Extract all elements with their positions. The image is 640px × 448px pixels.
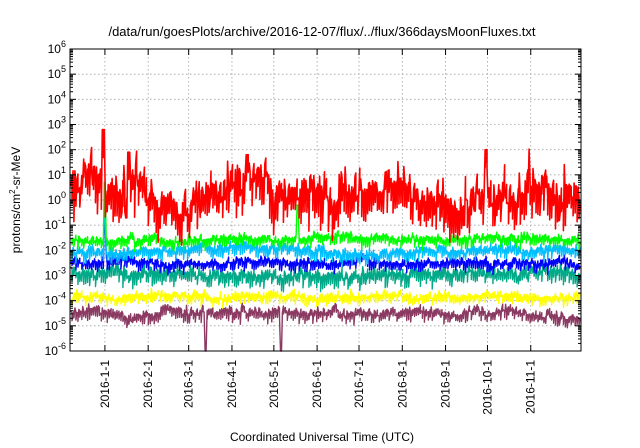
y-tick-label: 103 [48,115,66,132]
x-tick-label: 2016-8-1 [395,360,409,408]
y-tick-label: 10-1 [45,215,66,232]
y-tick-label: 10-2 [45,240,66,257]
y-tick-label: 10-3 [45,266,66,283]
x-tick-label: 2016-5-1 [267,360,281,408]
y-tick-label: 104 [48,89,66,106]
x-tick-label: 2016-3-1 [182,360,196,408]
y-tick-label: 10-4 [45,291,66,308]
y-axis-label-superscript: 2 [8,189,17,194]
x-tick-label: 2016-4-1 [225,360,239,408]
series-line [70,128,581,246]
y-tick-label: 102 [48,140,66,157]
x-axis-label: Coordinated Universal Time (UTC) [230,430,414,444]
series-line [70,261,581,293]
ticks [70,48,581,352]
series-trace [70,181,581,253]
series-trace [70,302,581,352]
y-tick-label: 105 [48,64,66,81]
chart-title: /data/run/goesPlots/archive/2016-12-07/f… [108,24,535,39]
x-tick-label: 2016-10-1 [480,360,494,415]
series-trace [70,219,581,276]
x-tick-label: 2016-6-1 [310,360,324,408]
series-trace [70,261,581,293]
data-series [70,128,581,352]
series-line [70,181,581,253]
y-tick-label: 100 [48,190,66,207]
x-tick-label: 2016-9-1 [439,360,453,408]
y-tick-label: 106 [48,39,66,56]
y-tick-label: 10-6 [45,341,66,358]
series-trace [70,287,581,309]
y-axis-label: protons/cm2-sr-MeV [8,147,23,253]
series-line [70,209,581,267]
y-tick-label: 10-5 [45,316,66,333]
x-tick-label: 2016-2-1 [141,360,155,408]
y-axis-label-rest: -sr-MeV [9,147,23,190]
x-tick-label: 2016-1-1 [98,360,112,408]
y-tick-labels: 10-6 10-5 10-4 10-3 10-2 10-1 100 101 102 103 104 1… [45,39,66,358]
x-tick-label: 2016-7-1 [352,360,366,408]
series-trace [70,209,581,267]
series-trace [70,128,581,246]
y-axis-label-main: protons/cm [9,194,23,253]
x-tick-label: 2016-11-1 [524,360,538,414]
series-line [70,219,581,276]
series-line [70,287,581,309]
x-tick-labels: 2016-1-1 2016-2-1 2016-3-1 2016-4-1 2016-5-1… [98,360,538,415]
series-line [70,302,581,352]
y-tick-label: 101 [48,165,66,182]
